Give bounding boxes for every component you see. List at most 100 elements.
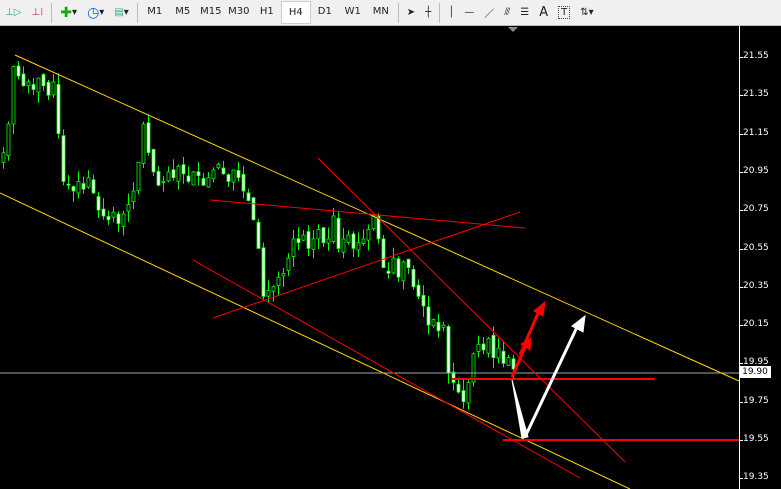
candle: [381, 235, 386, 269]
candle: [41, 73, 46, 91]
candle: [66, 175, 71, 190]
price-tick: 21.35: [740, 89, 769, 100]
trendline[interactable]: [192, 259, 581, 479]
timeframe-m5[interactable]: M5: [175, 6, 191, 17]
fibonacci-fan-button[interactable]: ☰: [515, 2, 534, 23]
timeframe-mn[interactable]: MN: [372, 6, 389, 17]
chart-shift-button[interactable]: ⊥▷: [0, 2, 26, 23]
timeframe-h1[interactable]: H1: [259, 6, 274, 17]
candle: [111, 206, 116, 223]
price-chart[interactable]: [0, 26, 781, 489]
horizontal-line-icon: —: [464, 7, 475, 18]
candle: [221, 160, 226, 175]
new-chart-icon: ✚: [60, 4, 73, 21]
trendline-icon: ／: [484, 9, 495, 20]
candle: [271, 285, 276, 302]
candle: [101, 198, 106, 220]
candle: [441, 321, 446, 332]
autoscroll-button[interactable]: ⊥⁞: [26, 2, 48, 23]
templates-icon: ▤: [114, 7, 124, 18]
candle: [351, 231, 356, 258]
price-tick: 20.75: [740, 204, 769, 215]
trendline[interactable]: [317, 157, 626, 463]
timeframe-h4[interactable]: H4: [280, 1, 311, 24]
candle: [21, 66, 26, 87]
candle: [171, 159, 176, 181]
periods-clock-icon: ◷: [87, 4, 100, 21]
trendline[interactable]: [212, 211, 521, 319]
price-tick: 20.55: [740, 242, 769, 253]
candle: [226, 173, 231, 187]
price-tick: 20.15: [740, 319, 769, 330]
chart-shift-marker[interactable]: [508, 27, 518, 32]
templates-button[interactable]: ▤ ▾: [114, 7, 129, 18]
candle: [361, 229, 366, 246]
arrows-icon: ⇅: [580, 7, 589, 18]
candle: [96, 191, 101, 219]
cursor-button[interactable]: ➤: [402, 2, 420, 23]
candle: [496, 338, 501, 364]
candle: [466, 378, 471, 410]
price-tick: 19.75: [740, 395, 769, 406]
timeframe-m15[interactable]: M15: [200, 6, 222, 17]
text-button[interactable]: A: [534, 2, 553, 23]
candle: [386, 262, 391, 279]
periods-button[interactable]: ◷ ▾: [87, 4, 105, 21]
candle: [161, 176, 166, 192]
candle: [146, 114, 151, 156]
candle: [81, 176, 86, 194]
channel-upper-line[interactable]: [14, 54, 740, 382]
price-tick: 20.35: [740, 280, 769, 291]
cursor-icon: ➤: [406, 7, 416, 18]
candle: [126, 193, 131, 222]
new-chart-button[interactable]: ✚ ▾: [60, 4, 78, 21]
candle: [301, 230, 306, 242]
candle: [391, 247, 396, 275]
channel-lower-line[interactable]: [0, 192, 631, 489]
red-arrow-up[interactable]: [510, 300, 546, 378]
candle: [236, 161, 241, 182]
candle: [11, 65, 16, 135]
horizontal-line-button[interactable]: —: [459, 2, 479, 23]
candle: [341, 227, 346, 259]
candle: [481, 337, 486, 355]
candle: [61, 129, 66, 186]
candle: [36, 77, 41, 103]
trendline[interactable]: [209, 199, 526, 229]
current-price-label: 19.90: [739, 366, 771, 378]
candle: [431, 318, 436, 329]
candle: [331, 208, 336, 244]
candle: [71, 185, 76, 202]
vertical-line-button[interactable]: │: [443, 2, 459, 23]
timeframe-m30[interactable]: M30: [228, 6, 250, 17]
candle: [16, 61, 21, 80]
timeframe-d1[interactable]: D1: [317, 6, 332, 17]
arrows-button[interactable]: ⇅ ▾: [580, 7, 594, 18]
white-arrow[interactable]: [511, 314, 586, 439]
candle: [396, 256, 401, 282]
candle: [451, 362, 456, 391]
candle: [116, 211, 121, 233]
candle: [261, 242, 266, 301]
timeframe-w1[interactable]: W1: [344, 6, 361, 17]
candle: [491, 326, 496, 369]
candle: [411, 265, 416, 290]
text-label-button[interactable]: T: [553, 2, 575, 23]
crosshair-button[interactable]: ┼: [420, 2, 436, 23]
candle: [91, 174, 96, 195]
trendline-button[interactable]: ／: [479, 2, 499, 23]
candle: [436, 313, 441, 338]
crosshair-icon: ┼: [425, 7, 432, 18]
timeframe-m1[interactable]: M1: [147, 6, 163, 17]
candle: [251, 196, 256, 221]
candle: [311, 230, 316, 259]
candle: [151, 148, 156, 177]
candle: [336, 212, 341, 253]
candle: [121, 210, 126, 236]
toolbar: ⊥▷ ⊥⁞ ✚ ▾ ◷ ▾ ▤ ▾ M1 M5 M15 M30 H1 H4 D1 W1 MN ➤ ┼ …: [0, 0, 781, 26]
fibonacci-expansion-button[interactable]: ⫻: [499, 2, 515, 23]
candle: [6, 121, 11, 161]
candle: [326, 227, 331, 251]
candle: [421, 285, 426, 317]
candle: [156, 166, 161, 187]
